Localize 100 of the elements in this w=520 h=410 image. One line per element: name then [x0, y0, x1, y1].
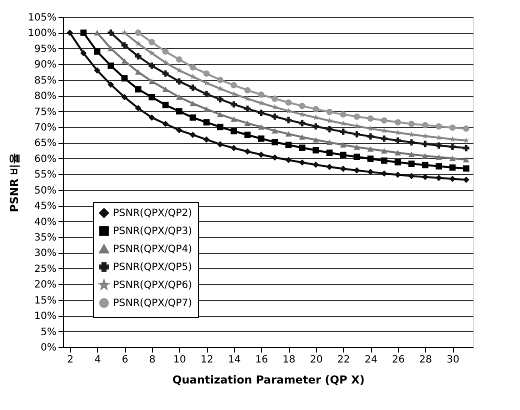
point — [190, 64, 196, 70]
point — [176, 78, 182, 85]
point — [121, 42, 128, 48]
point — [381, 148, 388, 154]
y-tick-label: 90% — [34, 60, 56, 71]
point — [340, 152, 346, 158]
point — [148, 78, 155, 84]
point — [340, 166, 346, 172]
point — [340, 128, 346, 135]
point — [94, 48, 100, 55]
point — [244, 87, 251, 94]
point — [299, 134, 306, 140]
point — [272, 96, 278, 102]
point — [135, 53, 142, 60]
point — [408, 160, 415, 167]
point — [299, 144, 306, 151]
point — [148, 62, 155, 69]
point — [408, 152, 415, 158]
y-tick-label: 100% — [28, 28, 56, 40]
point — [121, 94, 128, 100]
point — [121, 75, 128, 82]
point — [394, 119, 401, 126]
point — [354, 154, 360, 160]
point — [94, 67, 100, 74]
point — [449, 156, 456, 162]
point — [272, 113, 278, 120]
x-tick-label: 6 — [122, 354, 128, 366]
point — [190, 84, 196, 91]
point — [176, 126, 182, 134]
point — [203, 106, 210, 112]
y-tick-label: 35% — [34, 232, 56, 244]
y-tick-label: 25% — [34, 264, 56, 275]
point — [66, 30, 73, 36]
point — [381, 157, 388, 164]
point — [203, 70, 210, 77]
point — [135, 86, 142, 92]
point — [367, 133, 374, 140]
point — [394, 137, 401, 144]
y-tick-label: 45% — [34, 201, 56, 212]
point — [436, 174, 442, 182]
point — [272, 154, 278, 161]
point — [80, 50, 87, 56]
point — [312, 147, 319, 154]
point — [354, 131, 360, 138]
point — [463, 144, 470, 152]
point — [244, 148, 251, 155]
point — [94, 30, 100, 36]
x-tick-label: 14 — [228, 354, 241, 366]
point — [80, 30, 87, 36]
point — [258, 91, 264, 98]
point — [381, 135, 388, 142]
y-tick-label: 30% — [34, 248, 56, 260]
legend-label: PSNR(QPX/QP5) — [113, 262, 192, 273]
legend-label: PSNR(QPX/QP3) — [113, 226, 192, 237]
point — [394, 150, 401, 156]
y-tick-label: 10% — [34, 311, 56, 322]
y-tick-label: 0% — [40, 342, 56, 354]
point — [367, 156, 374, 162]
x-axis-title: Quantization Parameter (QP X) — [172, 374, 365, 386]
y-tick-label: 85% — [34, 75, 56, 86]
y-tick-label: 55% — [34, 170, 56, 181]
point — [258, 151, 264, 158]
point — [394, 159, 401, 166]
point — [135, 104, 142, 112]
point — [312, 137, 319, 143]
point — [299, 159, 306, 166]
x-tick-label: 8 — [149, 354, 156, 366]
point — [436, 142, 442, 149]
point — [463, 125, 470, 132]
point — [148, 114, 155, 121]
point — [285, 131, 292, 137]
x-tick-label: 30 — [446, 354, 460, 366]
point — [340, 111, 346, 118]
y-axis-title: PSNR 비율 — [8, 152, 21, 212]
x-tick-label: 22 — [337, 354, 350, 366]
legend-label: PSNR(QPX/QP6) — [113, 280, 192, 291]
point — [285, 156, 292, 164]
point — [285, 99, 292, 106]
point — [108, 30, 114, 36]
point — [367, 115, 374, 122]
point — [244, 106, 251, 112]
point — [162, 48, 169, 55]
point — [463, 165, 470, 172]
point — [422, 174, 428, 180]
point — [408, 172, 415, 180]
point — [135, 30, 142, 36]
point — [272, 138, 278, 146]
y-tick-label: 50% — [34, 185, 56, 196]
point — [312, 106, 319, 112]
y-tick-label: 95% — [34, 44, 56, 55]
point — [162, 102, 169, 108]
point — [244, 132, 251, 138]
point — [326, 140, 333, 146]
y-tick-label: 105% — [28, 12, 56, 24]
point — [258, 135, 264, 142]
point — [285, 142, 292, 148]
point — [230, 116, 237, 122]
point — [381, 170, 388, 177]
point — [463, 176, 470, 183]
x-tick-label: 10 — [173, 354, 186, 366]
